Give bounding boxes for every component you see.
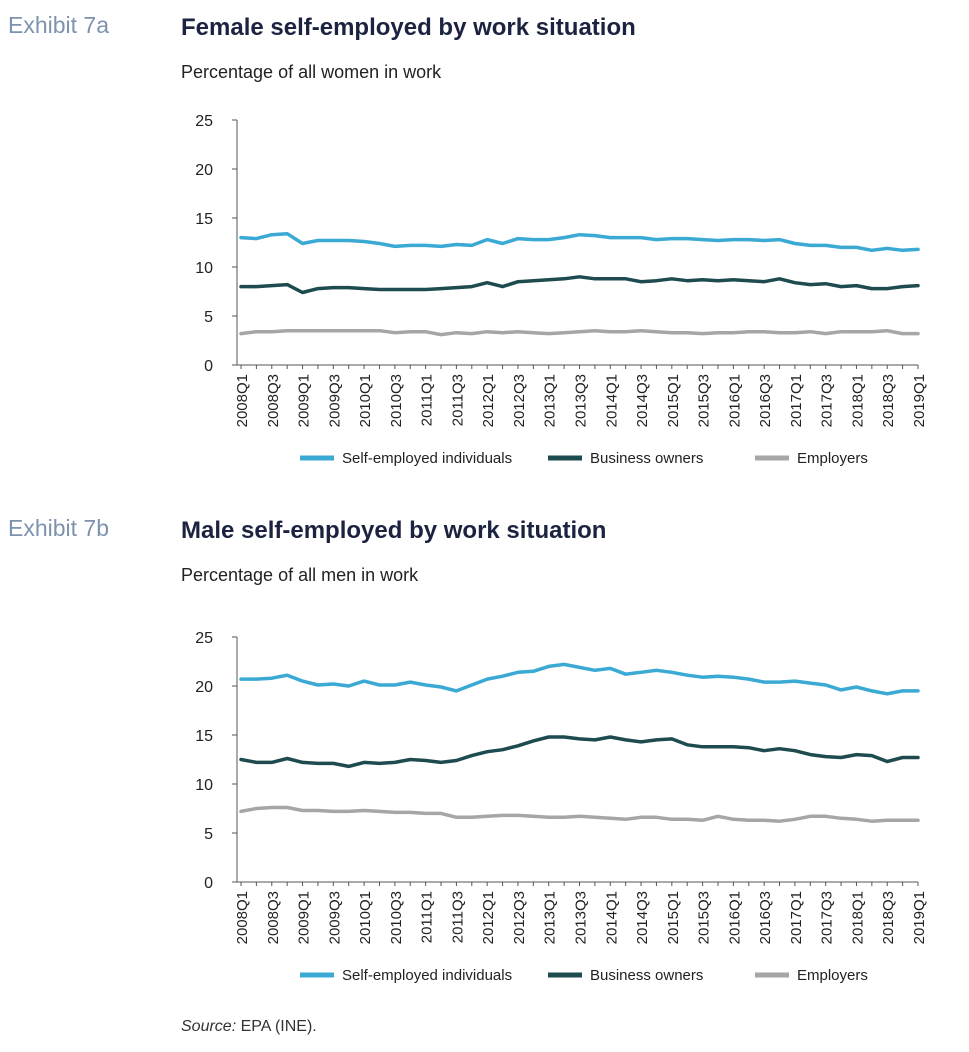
y-tick-label: 10 [195, 260, 213, 277]
x-tick-label: 2013Q3 [573, 374, 590, 427]
exhibit-7b: Exhibit 7b Male self-employed by work si… [0, 503, 969, 1003]
exhibit-label: Exhibit 7a [8, 12, 110, 38]
x-tick-label: 2013Q1 [542, 374, 559, 427]
x-tick-label: 2009Q3 [326, 374, 343, 427]
series-line [239, 805, 920, 823]
x-tick-label: 2016Q1 [726, 891, 743, 944]
x-tick-label: 2018Q3 [880, 891, 897, 944]
x-tick-label: 2012Q1 [480, 374, 497, 427]
x-tick-label: 2019Q1 [911, 374, 928, 427]
exhibit-7a: Exhibit 7a Female self-employed by work … [0, 0, 969, 500]
x-tick-label: 2017Q1 [788, 891, 805, 944]
x-tick-label: 2011Q1 [419, 374, 436, 426]
y-tick-label: 0 [204, 358, 213, 375]
series-line [239, 275, 920, 295]
x-tick-label: 2016Q3 [757, 891, 774, 944]
y-tick-label: 20 [195, 162, 213, 179]
y-tick-label: 5 [204, 826, 213, 843]
x-tick-label: 2015Q3 [696, 374, 713, 427]
chart-subtitle: Percentage of all women in work [181, 62, 442, 82]
x-tick-label: 2014Q3 [634, 891, 651, 944]
x-tick-label: 2010Q3 [388, 891, 405, 944]
x-tick-label: 2010Q1 [357, 891, 374, 944]
chart-title: Male self-employed by work situation [181, 517, 607, 544]
x-tick-label: 2008Q1 [234, 891, 251, 944]
male-line-chart: 0 5 10 15 20 25 2008Q1 2008Q3 2009Q1 2009Q3 2010Q1… [195, 630, 928, 984]
y-tick-label: 5 [204, 309, 213, 326]
y-tick-label: 0 [204, 875, 213, 892]
y-tick-label: 25 [195, 113, 213, 130]
x-tick-label: 2017Q3 [819, 374, 836, 427]
x-tick-label: 2011Q1 [419, 891, 436, 943]
y-tick-label: 25 [195, 630, 213, 647]
x-tick-label: 2010Q3 [388, 374, 405, 427]
x-tick-label: 2014Q3 [634, 374, 651, 427]
x-tick-label: 2014Q1 [603, 374, 620, 427]
x-tick-label: 2017Q3 [819, 891, 836, 944]
x-tick-label: 2009Q3 [326, 891, 343, 944]
x-tick-label: 2012Q1 [480, 891, 497, 944]
legend-label: Self-employed individuals [342, 967, 512, 984]
x-tick-label: 2013Q3 [573, 891, 590, 944]
series-line [239, 662, 920, 696]
x-tick-label: 2009Q1 [296, 374, 313, 427]
x-tick-label: 2014Q1 [603, 891, 620, 944]
x-tick-label: 2013Q1 [542, 891, 559, 944]
x-tick-label: 2015Q3 [696, 891, 713, 944]
series-line [239, 735, 920, 769]
y-tick-label: 15 [195, 728, 213, 745]
chart-subtitle: Percentage of all men in work [181, 565, 419, 585]
source-note: Source: EPA (INE). [181, 1018, 317, 1036]
x-tick-label: 2010Q1 [357, 374, 374, 427]
legend-label: Employers [797, 450, 868, 467]
x-tick-label: 2008Q1 [234, 374, 251, 427]
x-tick-label: 2019Q1 [911, 891, 928, 944]
x-tick-label: 2012Q3 [511, 891, 528, 944]
y-tick-label: 10 [195, 777, 213, 794]
source-text: EPA (INE). [236, 1018, 317, 1035]
x-tick-label: 2009Q1 [296, 891, 313, 944]
x-tick-label: 2018Q1 [849, 891, 866, 944]
legend-label: Employers [797, 967, 868, 984]
x-tick-label: 2008Q3 [265, 891, 282, 944]
x-tick-label: 2018Q1 [849, 374, 866, 427]
series-line [239, 231, 920, 253]
source-prefix: Source: [181, 1018, 237, 1035]
y-tick-label: 20 [195, 679, 213, 696]
x-tick-label: 2008Q3 [265, 374, 282, 427]
y-tick-label: 15 [195, 211, 213, 228]
x-tick-label: 2017Q1 [788, 374, 805, 427]
x-tick-label: 2011Q3 [449, 374, 466, 426]
legend-label: Business owners [590, 967, 703, 984]
x-tick-label: 2016Q3 [757, 374, 774, 427]
exhibit-label: Exhibit 7b [8, 515, 110, 541]
x-tick-label: 2011Q3 [449, 891, 466, 943]
x-tick-label: 2015Q1 [665, 374, 682, 427]
chart-title: Female self-employed by work situation [181, 14, 636, 41]
x-tick-label: 2015Q1 [665, 891, 682, 944]
legend-label: Business owners [590, 450, 703, 467]
x-tick-label: 2012Q3 [511, 374, 528, 427]
x-tick-label: 2018Q3 [880, 374, 897, 427]
legend-label: Self-employed individuals [342, 450, 512, 467]
female-line-chart: 0 5 10 15 20 25 2008Q1 2008Q3 2009Q1 2009Q3 2010Q1… [195, 113, 928, 467]
x-tick-label: 2016Q1 [726, 374, 743, 427]
series-line [239, 328, 920, 337]
